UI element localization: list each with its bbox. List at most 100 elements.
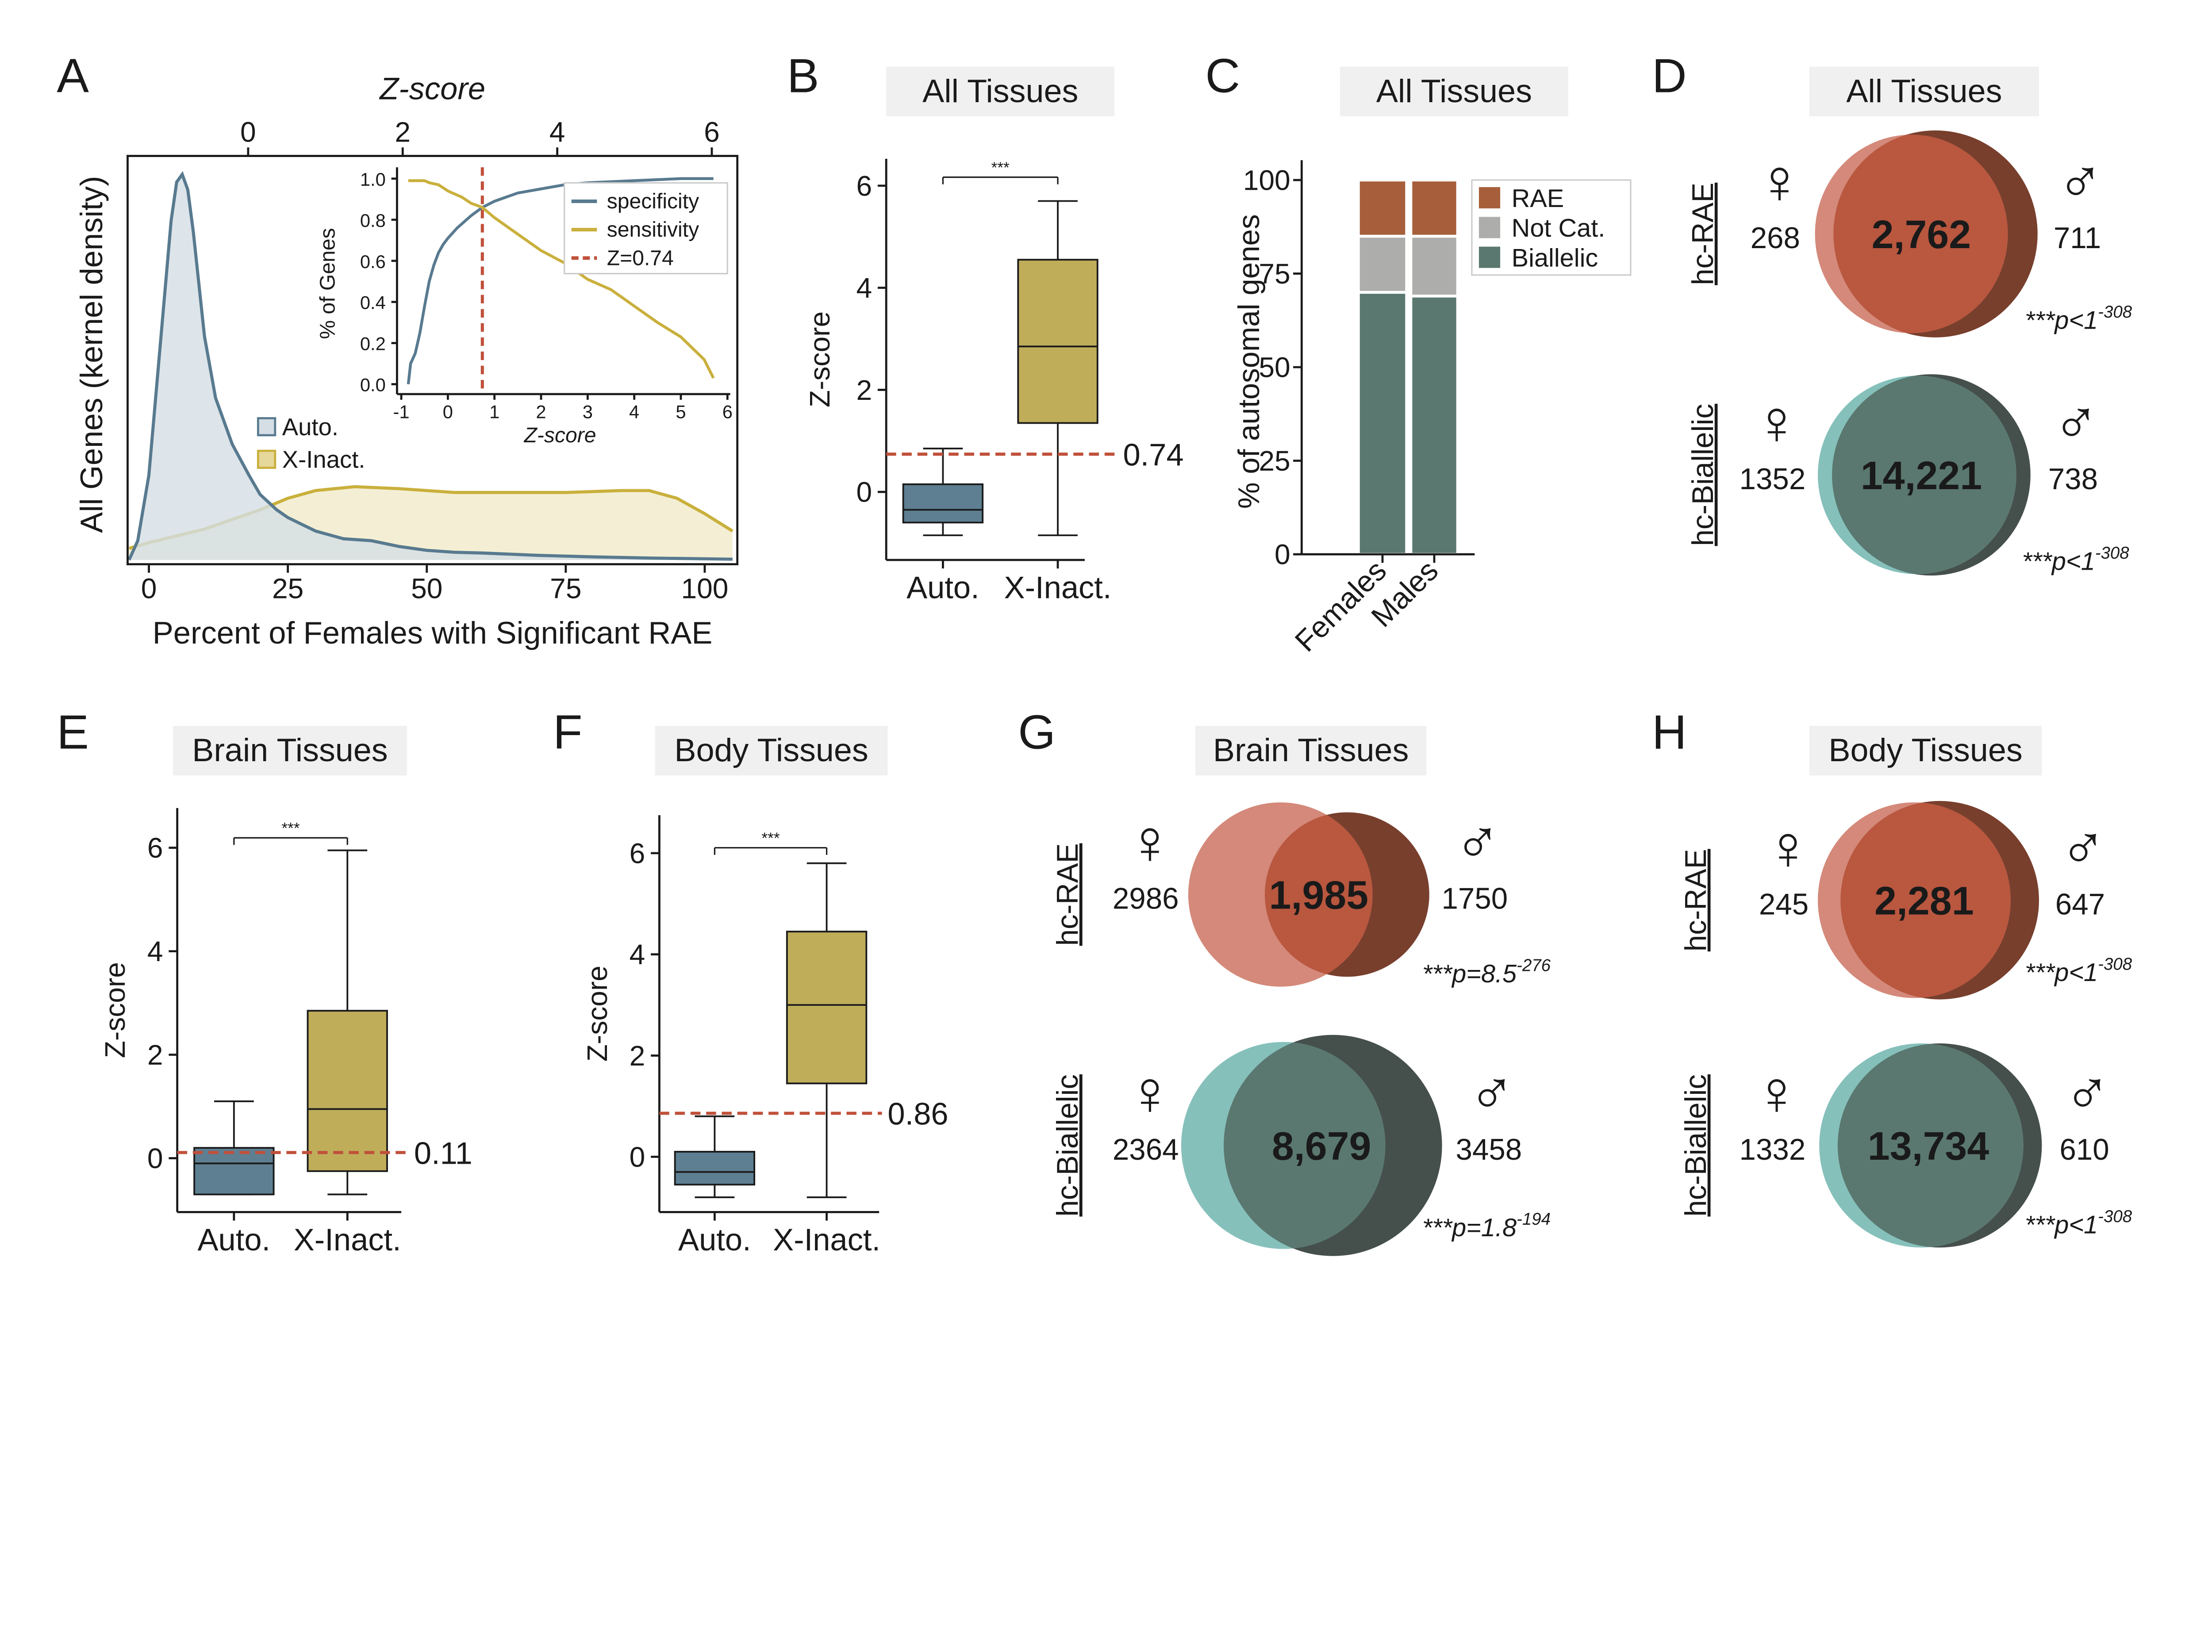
panel-title: Brain Tissues [192, 732, 388, 768]
inset-x-tick-label: 5 [676, 402, 686, 422]
title-background [1809, 726, 2042, 776]
panel-e-boxplot: Brain Tissues 0 2 4 6 Z-score Auto. X-Inact. 0.1… [99, 726, 472, 1257]
legend-label: RAE [1512, 184, 1564, 213]
inset-y-tick-label: 1.0 [360, 169, 386, 190]
x-tick-label: 50 [411, 573, 442, 605]
female-symbol-icon: ♀ [1126, 807, 1173, 877]
x-tick-label: Auto. [198, 1222, 271, 1257]
female-only-count: 1352 [1740, 463, 1806, 496]
panel-title: Brain Tissues [1213, 732, 1409, 768]
y-tick-label: 0 [147, 1142, 163, 1174]
legend-swatch-xinact [257, 449, 276, 469]
threshold-label: 0.86 [887, 1096, 948, 1131]
y-tick-label: 4 [856, 272, 872, 304]
male-symbol-icon: ♂ [1454, 807, 1501, 877]
y-tick-label: 6 [147, 832, 163, 864]
female-only-count: 2364 [1113, 1133, 1179, 1166]
title-background [1809, 66, 2039, 116]
venn-bi: 13,734 1332 610 ♀ ♂ hc-Biallelic ***p<1-308 [1679, 1043, 2132, 1248]
y-tick-label: 2 [630, 1040, 645, 1072]
p-value-exponent: -308 [2095, 544, 2130, 563]
inset-x-tick-label: 6 [722, 402, 733, 422]
male-only-count: 3458 [1456, 1133, 1522, 1166]
y-axis-label: % of autosomal genes [1233, 214, 1266, 509]
legend-swatch-rae [1479, 187, 1501, 209]
female-only-count: 268 [1751, 222, 1800, 255]
legend-label-auto: Auto. [282, 414, 338, 441]
x-tick-label: 75 [550, 573, 581, 605]
title-background [173, 726, 407, 776]
overlap-region [1264, 812, 1373, 977]
bar-females-rae [1357, 178, 1408, 238]
top-x-axis-label: Z-score [379, 71, 485, 106]
overlap-count: 8,679 [1272, 1124, 1371, 1169]
legend-swatch-notcat [1479, 217, 1501, 238]
inset-x-tick-label: 0 [443, 402, 453, 422]
inset-y-tick-label: 0.2 [360, 333, 386, 354]
panel-title: All Tissues [1376, 73, 1532, 109]
density-line-auto [127, 171, 733, 561]
top-x-tick-label: 6 [704, 116, 720, 148]
inset-x-tick-label: 2 [536, 402, 546, 422]
x-tick-label: 25 [272, 573, 303, 605]
venn-rae: 2,281 245 647 ♀ ♂ hc-RAE ***p<1-308 [1679, 801, 2132, 1000]
male-only-count: 738 [2048, 463, 2098, 496]
inset-y-tick-label: 0.8 [360, 210, 386, 231]
overlap-count: 14,221 [1861, 454, 1982, 498]
bar-males-notcat [1409, 234, 1459, 298]
p-value: ***p=1.8-194 [1422, 1210, 1551, 1242]
y-tick-label: 50 [1259, 352, 1290, 383]
inset-x-tick-label: 1 [489, 402, 499, 422]
venn-bi: 14,221 1352 738 ♀ ♂ hc-Biallelic ***p<1-308 [1686, 374, 2130, 575]
female-only-count: 245 [1759, 888, 1809, 921]
p-value-exponent: -194 [1517, 1210, 1551, 1229]
legend-swatch-biallelic [1479, 246, 1501, 268]
p-value-exponent: -308 [2098, 954, 2132, 974]
row-label: hc-Biallelic [1679, 1074, 1713, 1217]
p-value: ***p<1-308 [2025, 1207, 2132, 1239]
inset-y-tick-label: 0.6 [360, 251, 386, 272]
female-symbol-icon: ♀ [1756, 146, 1803, 216]
p-value: ***p=8.5-276 [1422, 956, 1551, 989]
x-tick-label: Auto. [678, 1222, 751, 1257]
panel-b-boxplot: All Tissues 0 2 4 6 Z-score Auto. X-Inact. 0.74 *… [804, 66, 1184, 605]
panel-f-boxplot: Body Tissues 0 2 4 6 Z-score Auto. X-Inact. 0.86… [581, 726, 949, 1257]
overlap-region [1833, 134, 2008, 333]
inset-chart: 0.0 0.2 0.4 0.6 0.8 1.0 -1 0 1 2 3 4 5 6 Z-score % of G… [315, 167, 733, 447]
box-xinact [786, 931, 868, 1085]
legend-swatch-auto [257, 417, 276, 437]
y-tick-label: 25 [1259, 445, 1290, 477]
box-xinact [1017, 259, 1098, 424]
p-value: ***p<1-308 [2025, 954, 2132, 987]
male-only-count: 647 [2055, 888, 2105, 921]
overlap-count: 2,281 [1874, 879, 1974, 923]
panel-letter: F [553, 705, 583, 759]
title-background [1340, 66, 1568, 116]
panel-letter: H [1652, 705, 1687, 759]
y-axis-label: Z-score [804, 311, 836, 407]
panel-g-venn: Brain Tissues 1,985 2986 1750 ♀ ♂ hc-RAE ***p=8… [1051, 726, 1551, 1256]
inset-x-tick-label: -1 [393, 402, 410, 422]
legend-label-xinact: X-Inact. [282, 446, 365, 473]
top-x-tick-label: 0 [240, 116, 256, 148]
plot-frame [127, 155, 739, 566]
legend-label-specificity: specificity [607, 189, 699, 213]
overlap-region [1837, 1043, 2024, 1248]
y-axis-label: Z-score [99, 962, 131, 1058]
significance-stars: *** [281, 820, 300, 837]
panel-letter: C [1205, 49, 1240, 103]
x-tick-label: Auto. [906, 570, 979, 605]
female-only-count: 1332 [1740, 1133, 1806, 1166]
inset-x-tick-label: 4 [629, 402, 639, 422]
y-tick-label: 6 [856, 170, 872, 202]
panel-letter: G [1018, 705, 1056, 759]
box-auto [902, 483, 984, 524]
y-tick-label: 4 [147, 935, 163, 967]
x-tick-label: X-Inact. [773, 1222, 880, 1257]
venn-rae: 2,762 268 711 ♀ ♂ hc-RAE ***p<1-308 [1686, 130, 2132, 337]
female-only-count: 2986 [1113, 882, 1179, 915]
